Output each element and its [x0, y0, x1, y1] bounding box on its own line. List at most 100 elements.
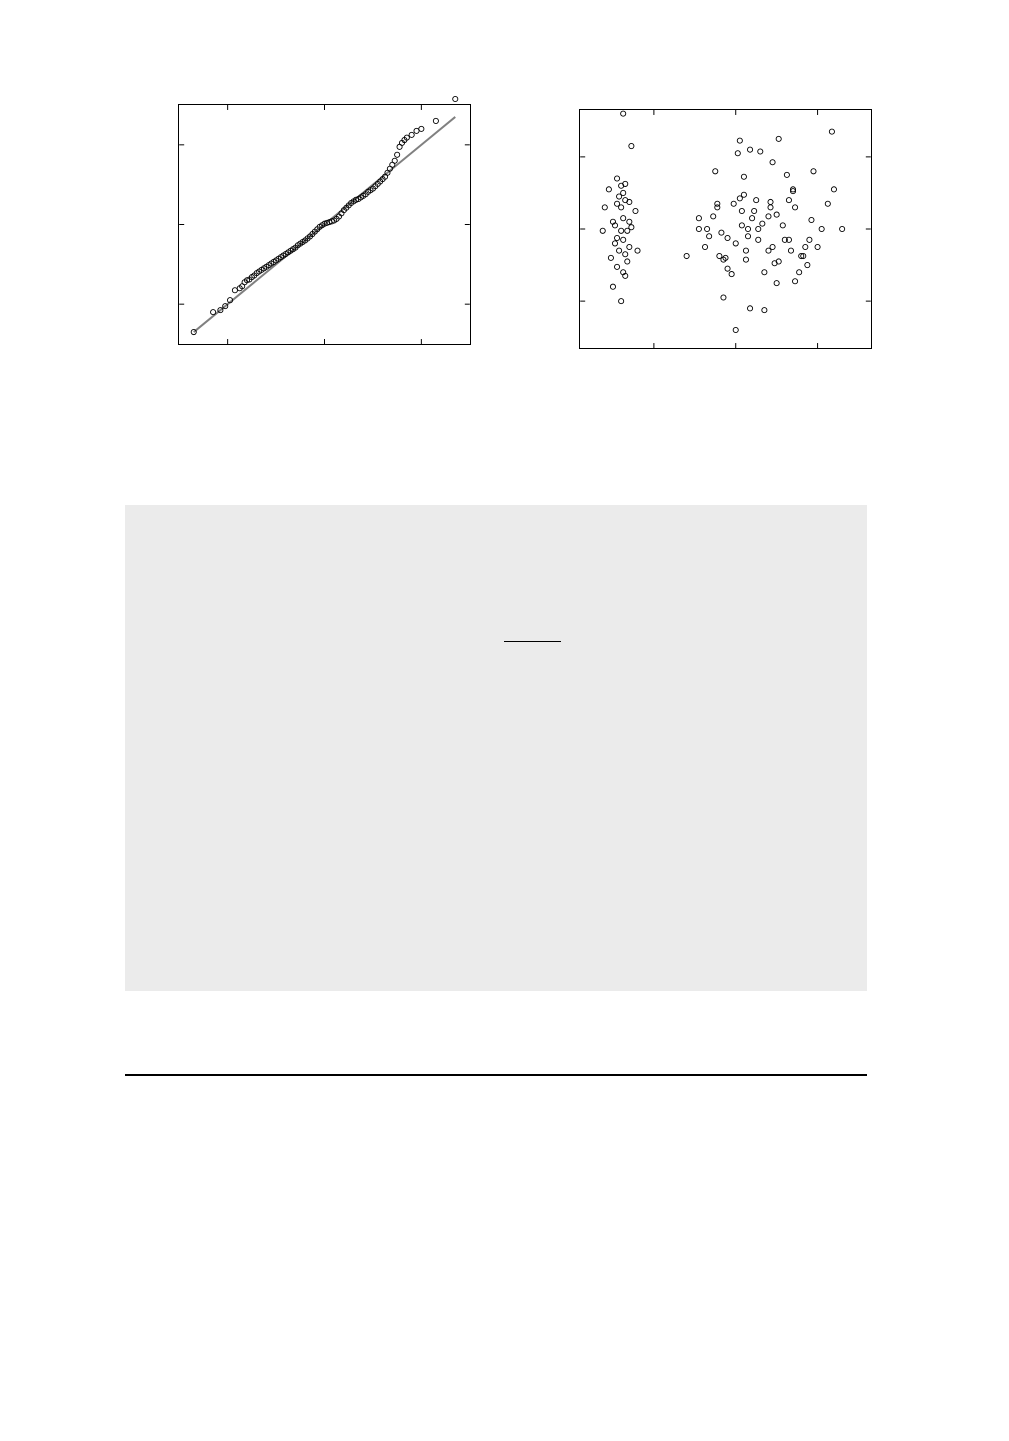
scatter-data-point [744, 225, 752, 233]
scatter-data-point [775, 258, 782, 265]
scatter-data-point [714, 204, 721, 211]
scatter-data-point [744, 233, 752, 240]
scatter-data-point [683, 253, 690, 260]
scatter-data-point [798, 253, 805, 260]
qq-data-point [222, 303, 229, 310]
scatter-data-point [622, 272, 629, 279]
scatter-data-point [614, 175, 621, 182]
scatter-data-point [710, 213, 717, 220]
scatter-data-point [755, 236, 762, 243]
scatter-data-point [769, 244, 776, 251]
qq-data-point [408, 131, 415, 138]
scatter-data-point [614, 263, 621, 270]
scatter-data-point [830, 186, 837, 193]
scatter-data-point [818, 225, 825, 233]
scatter-data-point [785, 236, 792, 243]
scatter-data-point [618, 227, 625, 234]
scatter-data-point [808, 216, 815, 224]
scatter-data-point [775, 135, 782, 142]
scatter-data-point [753, 197, 760, 204]
scatter-data-point [616, 193, 623, 200]
scatter-data-point [724, 234, 731, 242]
scatter-data-point [626, 244, 633, 251]
scatter-data-point [796, 269, 803, 276]
scatter-data-point [704, 225, 711, 233]
scatter-data-point [804, 262, 811, 269]
shaded-block [125, 505, 867, 991]
scatter-data-point [634, 247, 641, 254]
scatter-data-point [714, 200, 721, 207]
scatter-data-point [712, 168, 719, 175]
scatter-data-point [785, 197, 792, 204]
scatter-data-point [824, 200, 831, 207]
qq-data-point [413, 127, 420, 134]
scatter-data-point [622, 180, 629, 187]
scatter-data-point [626, 218, 633, 225]
qq-data-point [394, 151, 401, 158]
scatter-data-point [730, 200, 737, 207]
scatter-data-point [740, 173, 747, 180]
scatter-data-point [738, 207, 745, 214]
scatter-data-point [751, 207, 758, 214]
scatter-data-point [781, 236, 788, 243]
scatter-data-point [601, 204, 608, 211]
qq-data-point [432, 117, 439, 124]
qq-data-point [190, 329, 197, 336]
scatter-data-point [761, 269, 768, 276]
horizontal-rule [125, 1074, 867, 1076]
scatter-data-point [628, 143, 635, 150]
scatter-data-point [810, 168, 817, 175]
scatter-plot [579, 109, 872, 349]
scatter-data-point [624, 258, 631, 265]
scatter-data-point [728, 271, 735, 278]
scatter-data-point [749, 215, 756, 222]
scatter-data-point [828, 128, 835, 135]
scatter-data-point [792, 204, 799, 211]
scatter-data-point [783, 171, 790, 178]
qq-plot-canvas [179, 96, 470, 344]
scatter-data-point [618, 204, 625, 211]
scatter-data-point [702, 244, 709, 251]
scatter-data-point [620, 110, 627, 117]
scatter-data-point [767, 204, 774, 211]
scatter-data-point [734, 150, 741, 157]
scatter-data-point [773, 211, 780, 218]
scatter-data-point [611, 222, 619, 229]
scatter-data-point [738, 222, 745, 229]
scatter-data-point [757, 148, 764, 155]
qq-data-point [227, 297, 234, 304]
scatter-data-point [787, 247, 795, 254]
scatter-data-point [624, 227, 631, 234]
scatter-data-point [720, 294, 727, 301]
qq-data-point [391, 157, 398, 164]
scatter-data-point [814, 244, 821, 251]
scatter-plot-canvas [580, 110, 871, 348]
qq-data-point [403, 134, 410, 141]
scatter-data-point [761, 307, 768, 314]
scatter-data-point [620, 189, 627, 196]
scatter-data-point [724, 265, 731, 272]
scatter-data-point [695, 225, 702, 233]
scatter-data-point [765, 247, 772, 254]
scatter-data-point [716, 253, 723, 260]
scatter-data-point [759, 220, 766, 227]
scatter-data-point [732, 240, 739, 247]
scatter-data-point [802, 244, 809, 251]
scatter-data-point [789, 188, 797, 195]
scatter-data-point [626, 198, 633, 205]
scatter-data-point [609, 283, 616, 290]
qq-data-point [418, 125, 425, 132]
qq-plot [178, 96, 471, 345]
scatter-data-point [599, 227, 606, 234]
scatter-data-point [736, 195, 743, 202]
scatter-data-point [620, 236, 627, 243]
scatter-data-point [607, 254, 614, 261]
scatter-data-point [718, 229, 725, 236]
scatter-data-point [773, 280, 780, 287]
scatter-data-point [632, 207, 639, 214]
scatter-data-point [628, 224, 635, 231]
qq-data-point [210, 309, 217, 316]
scatter-data-point [722, 254, 729, 261]
scatter-data-point [779, 222, 786, 229]
scatter-data-point [800, 253, 807, 260]
